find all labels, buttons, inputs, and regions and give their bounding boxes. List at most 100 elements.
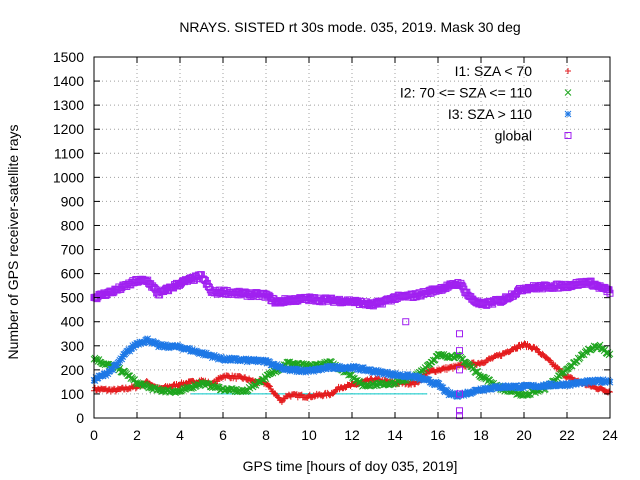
- legend-label: I3: SZA > 110: [448, 106, 532, 122]
- chart-series: [90, 271, 614, 420]
- data-point: [606, 388, 613, 395]
- data-point: [445, 391, 453, 399]
- data-point: [473, 368, 481, 375]
- data-point: [253, 356, 261, 364]
- legend-marker: [565, 68, 571, 74]
- data-point: [272, 363, 280, 370]
- data-point: [402, 318, 410, 326]
- y-tick-label: 0: [76, 410, 84, 426]
- data-point: [286, 367, 294, 375]
- data-point: [227, 356, 235, 364]
- y-tick-label: 100: [61, 386, 85, 402]
- data-point: [341, 363, 348, 371]
- data-point: [144, 335, 152, 343]
- data-point: [599, 345, 607, 353]
- data-point: [266, 383, 273, 390]
- y-tick-label: 400: [61, 314, 85, 330]
- data-point: [242, 355, 250, 363]
- data-point: [262, 357, 270, 364]
- data-point: [330, 390, 337, 397]
- legend-label: I2: 70 <= SZA <= 110: [400, 85, 532, 101]
- data-point: [451, 389, 459, 397]
- y-tick-label: 1300: [53, 97, 84, 113]
- y-tick-label: 1100: [54, 145, 84, 161]
- data-point: [435, 380, 443, 388]
- legend-marker: [564, 110, 572, 118]
- data-point: [116, 356, 124, 364]
- chart-title: NRAYS. SISTED rt 30s mode. 035, 2019. Ma…: [179, 19, 520, 35]
- x-tick-label: 12: [344, 427, 360, 443]
- data-point: [118, 355, 126, 363]
- x-tick-label: 4: [176, 427, 184, 443]
- data-point: [456, 347, 463, 355]
- data-point: [456, 407, 463, 415]
- data-point: [456, 330, 463, 338]
- data-point: [374, 367, 382, 374]
- data-point: [256, 358, 264, 365]
- y-tick-label: 300: [61, 338, 85, 354]
- data-point: [376, 379, 384, 387]
- data-point: [126, 347, 134, 355]
- chart-ticks: 0100200300400500600700800900100011001200…: [53, 49, 618, 443]
- data-point: [213, 354, 221, 361]
- data-point: [265, 382, 272, 389]
- data-point: [456, 390, 463, 398]
- legend-label: global: [495, 128, 532, 144]
- x-tick-label: 16: [430, 427, 446, 443]
- y-tick-label: 200: [61, 362, 85, 378]
- data-point: [301, 366, 309, 374]
- chart-legend: I1: SZA < 70 I2: 70 <= SZA <= 110 I3: SZA …: [400, 63, 572, 144]
- series-I3: [90, 335, 614, 400]
- data-point: [443, 354, 451, 361]
- x-tick-label: 8: [262, 427, 270, 443]
- y-tick-label: 700: [61, 242, 85, 258]
- data-point: [514, 345, 521, 352]
- x-tick-label: 2: [133, 427, 141, 443]
- data-point: [458, 281, 466, 289]
- y-tick-label: 1200: [53, 121, 84, 137]
- data-point: [129, 342, 137, 350]
- series-global: [90, 271, 614, 310]
- data-point: [598, 378, 606, 386]
- y-tick-label: 500: [61, 290, 85, 306]
- y-axis-label: Number of GPS receiver-satellite rays: [5, 125, 21, 360]
- data-point: [372, 368, 379, 376]
- data-point: [294, 365, 302, 373]
- x-tick-label: 24: [602, 427, 618, 443]
- x-tick-label: 6: [219, 427, 227, 443]
- data-point: [486, 376, 494, 384]
- data-point: [504, 384, 511, 392]
- data-point: [154, 340, 161, 348]
- legend-marker: [564, 89, 572, 96]
- data-point: [302, 368, 310, 376]
- x-tick-label: 18: [473, 427, 489, 443]
- x-tick-label: 0: [90, 427, 98, 443]
- data-point: [456, 366, 463, 374]
- x-tick-label: 20: [516, 427, 532, 443]
- y-tick-label: 1000: [53, 169, 84, 185]
- legend-label: I1: SZA < 70: [455, 63, 533, 79]
- x-tick-label: 22: [559, 427, 575, 443]
- x-axis-label: GPS time [hours of doy 035, 2019]: [243, 458, 458, 474]
- data-point: [109, 366, 117, 374]
- data-point: [599, 376, 607, 383]
- data-point: [533, 345, 540, 352]
- y-tick-label: 600: [61, 266, 85, 282]
- data-point: [521, 340, 528, 347]
- data-point: [342, 384, 349, 391]
- data-point: [439, 384, 447, 392]
- data-point: [460, 392, 468, 399]
- x-tick-label: 14: [387, 427, 403, 443]
- data-point: [596, 377, 604, 385]
- y-tick-label: 1400: [53, 73, 84, 89]
- y-tick-label: 1500: [53, 49, 84, 65]
- y-tick-label: 800: [61, 217, 85, 233]
- y-tick-label: 900: [61, 193, 85, 209]
- data-point: [161, 343, 168, 351]
- x-tick-label: 10: [301, 427, 317, 443]
- data-point: [210, 351, 218, 359]
- series-I2: [90, 341, 614, 399]
- data-point: [186, 344, 193, 352]
